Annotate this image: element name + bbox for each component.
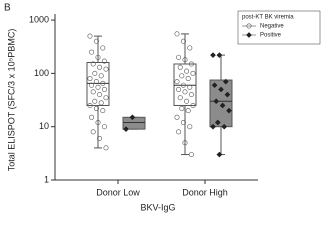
point <box>187 45 193 51</box>
point <box>97 92 103 98</box>
point <box>93 38 99 44</box>
point <box>188 61 194 67</box>
point <box>182 140 188 146</box>
point <box>101 58 107 64</box>
point <box>216 151 223 158</box>
point <box>182 89 188 95</box>
point <box>90 89 96 95</box>
point <box>185 108 191 114</box>
point <box>100 45 106 51</box>
point <box>211 82 218 89</box>
y-tick-label: 10 <box>39 121 49 131</box>
point <box>190 102 196 108</box>
point <box>219 102 226 109</box>
point <box>90 61 96 67</box>
point <box>93 105 99 111</box>
point <box>95 84 101 90</box>
y-tick-label: 100 <box>34 68 49 78</box>
point <box>184 98 190 104</box>
point <box>97 64 103 70</box>
legend-label: Negative <box>260 24 284 30</box>
legend-title: post-KT BK viremia <box>242 15 294 21</box>
legend-box <box>237 10 321 45</box>
legend-label: Positive <box>260 33 282 39</box>
x-tick-label: Donor Low <box>96 187 140 197</box>
point <box>213 98 220 105</box>
point <box>221 123 228 130</box>
point <box>174 79 180 85</box>
point <box>226 107 232 114</box>
y-tick-label: 1000 <box>29 14 49 24</box>
point <box>176 129 182 135</box>
point <box>184 68 190 74</box>
point <box>187 84 193 90</box>
point <box>89 114 95 120</box>
point <box>179 105 185 111</box>
point <box>123 126 129 133</box>
point <box>95 54 101 60</box>
point <box>216 52 223 59</box>
point <box>176 54 182 60</box>
point <box>210 123 216 130</box>
point <box>214 119 221 126</box>
chart: B Total ELISPOT (SFC/3 x 10⁵PBMC) BKV-Ig… <box>4 3 321 212</box>
point <box>100 108 106 114</box>
legend-marker <box>246 32 252 38</box>
point <box>100 80 106 86</box>
box <box>209 79 233 128</box>
point <box>93 79 99 85</box>
point <box>188 92 194 98</box>
point <box>103 66 109 72</box>
point <box>101 124 107 130</box>
point <box>180 38 186 44</box>
point <box>97 136 103 142</box>
x-axis-label: BKV-IgG <box>140 202 175 212</box>
point <box>222 78 229 85</box>
point <box>103 95 109 101</box>
point <box>95 119 101 125</box>
point <box>224 91 231 98</box>
point <box>182 57 188 63</box>
panel-label: B <box>4 3 11 14</box>
x-tick-label: Donor High <box>182 187 228 197</box>
point <box>98 73 104 79</box>
point <box>174 114 180 120</box>
point <box>180 119 186 125</box>
point <box>89 49 95 55</box>
y-tick-label: 1 <box>44 174 49 184</box>
point <box>87 76 93 82</box>
point <box>92 70 98 76</box>
point <box>177 95 183 101</box>
point <box>89 82 95 88</box>
point <box>218 86 224 93</box>
y-axis-label: Total ELISPOT (SFC/3 x 10⁵PBMC) <box>6 29 16 172</box>
point <box>87 33 93 39</box>
point <box>98 100 104 106</box>
point <box>87 102 93 108</box>
point <box>187 124 193 130</box>
point <box>103 145 109 151</box>
point <box>90 129 96 135</box>
legend-marker <box>246 23 252 29</box>
point <box>188 152 194 158</box>
point <box>210 52 216 59</box>
point <box>177 64 183 70</box>
point <box>190 70 196 76</box>
point <box>129 114 136 121</box>
point <box>179 73 185 79</box>
point <box>92 98 98 104</box>
point <box>185 76 191 82</box>
point <box>174 31 180 37</box>
point <box>101 86 107 92</box>
point <box>176 86 182 92</box>
point <box>180 82 186 88</box>
